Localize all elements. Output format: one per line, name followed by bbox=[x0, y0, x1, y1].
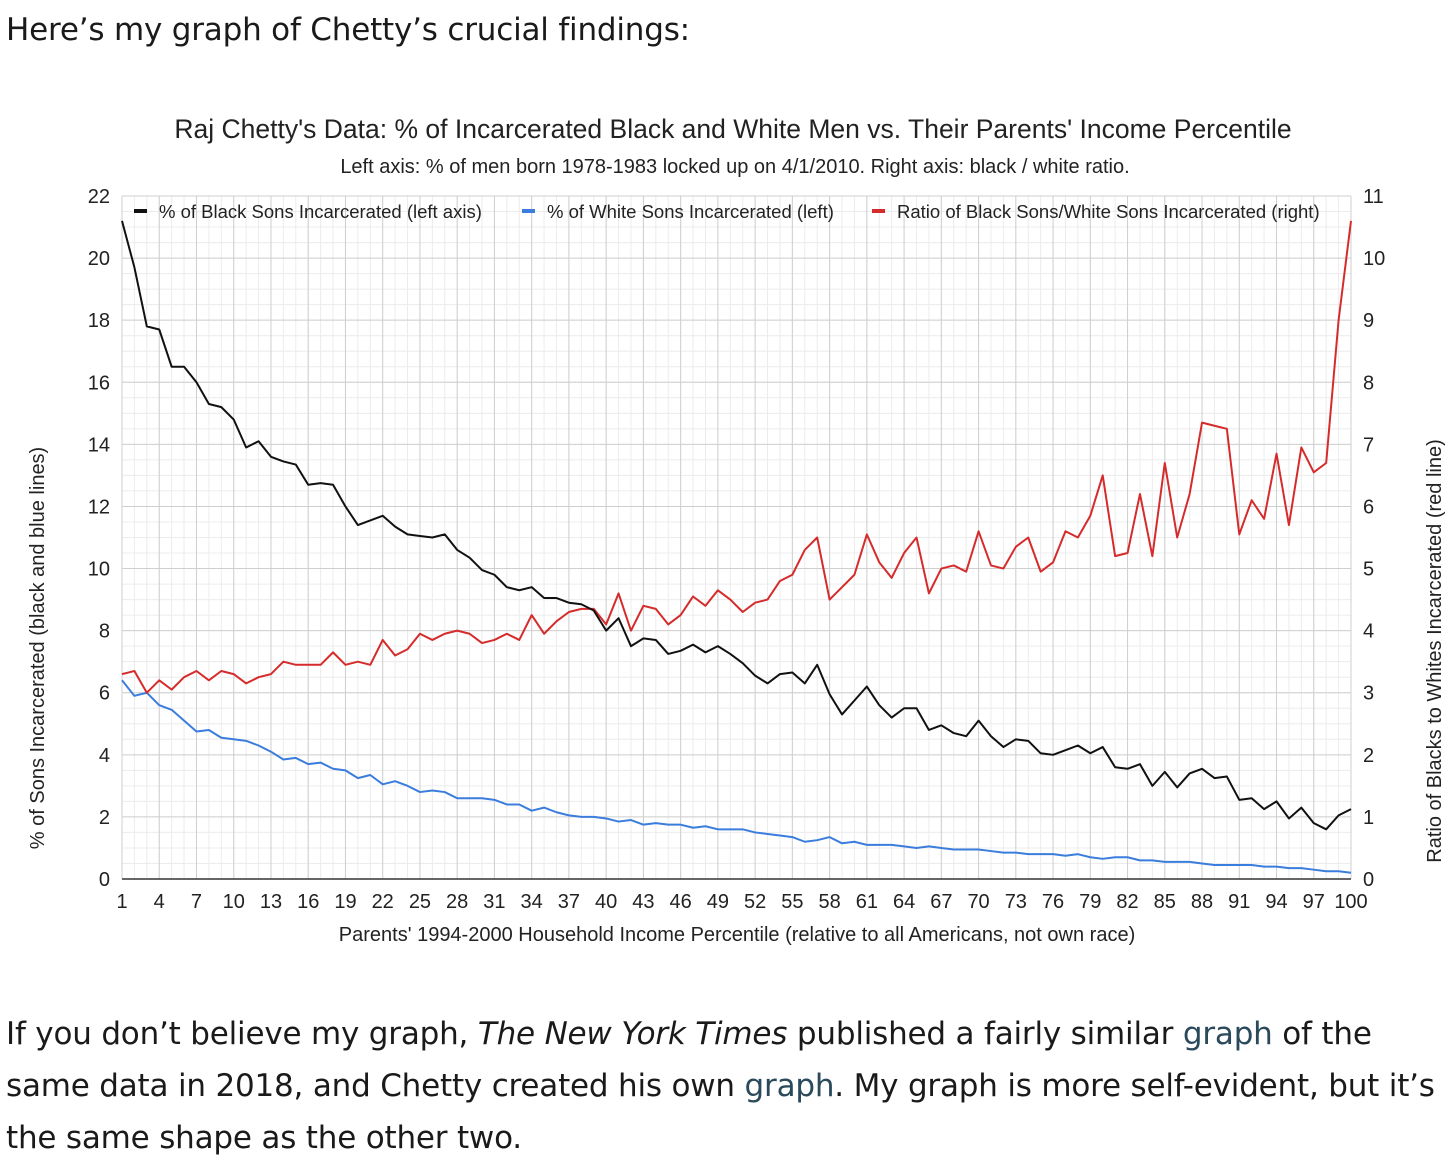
x-tick-label: 28 bbox=[446, 891, 468, 913]
x-tick-label: 10 bbox=[223, 891, 245, 913]
right-tick-label: 2 bbox=[1363, 745, 1374, 767]
left-axis-ticks: 0 2 4 6 8 10 12 14 16 18 20 22 bbox=[88, 186, 110, 891]
x-tick-label: 19 bbox=[334, 891, 356, 913]
right-tick-label: 3 bbox=[1363, 683, 1374, 705]
x-axis-label: Parents' 1994-2000 Household Income Perc… bbox=[339, 924, 1135, 946]
x-tick-label: 31 bbox=[483, 891, 505, 913]
left-tick-label: 6 bbox=[99, 683, 110, 705]
left-tick-label: 8 bbox=[99, 621, 110, 643]
x-tick-label: 85 bbox=[1154, 891, 1176, 913]
outro-text-3: of the same data in 2018, and Chetty cre… bbox=[6, 1016, 1372, 1104]
series-layer bbox=[121, 220, 1352, 874]
x-tick-label: 82 bbox=[1116, 891, 1138, 913]
left-tick-label: 16 bbox=[88, 372, 110, 394]
x-tick-label: 34 bbox=[521, 891, 543, 913]
x-tick-label: 55 bbox=[781, 891, 803, 913]
x-tick-label: 43 bbox=[632, 891, 654, 913]
right-tick-label: 8 bbox=[1363, 372, 1374, 394]
x-tick-label: 7 bbox=[191, 891, 202, 913]
x-tick-label: 61 bbox=[856, 891, 878, 913]
chetty-graph-link[interactable]: graph bbox=[744, 1068, 835, 1104]
outro-text-4: . My graph is more self-evident, but it’… bbox=[6, 1068, 1435, 1156]
x-tick-label: 88 bbox=[1191, 891, 1213, 913]
left-tick-label: 22 bbox=[88, 186, 110, 208]
left-tick-label: 0 bbox=[99, 869, 110, 891]
right-axis-label: Ratio of Blacks to Whites Incarcerated (… bbox=[1424, 439, 1446, 863]
left-tick-label: 4 bbox=[99, 745, 110, 767]
minor-gridlines bbox=[121, 195, 1352, 880]
left-tick-label: 18 bbox=[88, 310, 110, 332]
x-tick-label: 13 bbox=[260, 891, 282, 913]
right-tick-label: 1 bbox=[1363, 807, 1374, 829]
left-tick-label: 12 bbox=[88, 496, 110, 518]
outro-text-2: published a fairly similar bbox=[787, 1016, 1183, 1052]
right-tick-label: 4 bbox=[1363, 621, 1374, 643]
white-sons-line bbox=[121, 679, 1352, 874]
legend: % of Black Sons Incarcerated (left axis)… bbox=[134, 201, 1320, 222]
outro-paragraph: If you don’t believe my graph, The New Y… bbox=[6, 1008, 1446, 1164]
x-tick-label: 46 bbox=[670, 891, 692, 913]
x-tick-label: 22 bbox=[372, 891, 394, 913]
x-tick-label: 100 bbox=[1334, 891, 1367, 913]
x-tick-label: 73 bbox=[1005, 891, 1027, 913]
legend-swatch bbox=[522, 209, 535, 213]
right-tick-label: 5 bbox=[1363, 559, 1374, 581]
x-tick-label: 52 bbox=[744, 891, 766, 913]
x-tick-label: 37 bbox=[558, 891, 580, 913]
left-tick-label: 10 bbox=[88, 559, 110, 581]
x-tick-label: 97 bbox=[1303, 891, 1325, 913]
x-tick-label: 70 bbox=[967, 891, 989, 913]
legend-entry: % of Black Sons Incarcerated (left axis) bbox=[159, 201, 482, 222]
chart-subtitle: Left axis: % of men born 1978-1983 locke… bbox=[340, 156, 1129, 178]
black-sons-line bbox=[121, 220, 1352, 831]
right-tick-label: 11 bbox=[1363, 186, 1384, 208]
right-tick-label: 9 bbox=[1363, 310, 1374, 332]
x-tick-label: 16 bbox=[297, 891, 319, 913]
right-tick-label: 0 bbox=[1363, 869, 1374, 891]
x-tick-label: 40 bbox=[595, 891, 617, 913]
outro-text-1: If you don’t believe my graph, bbox=[6, 1016, 478, 1052]
intro-paragraph: Here’s my graph of Chetty’s crucial find… bbox=[6, 12, 690, 48]
legend-swatch bbox=[872, 209, 885, 213]
left-tick-label: 2 bbox=[99, 807, 110, 829]
left-axis-label: % of Sons Incarcerated (black and blue l… bbox=[27, 447, 49, 849]
x-tick-label: 94 bbox=[1265, 891, 1287, 913]
legend-entry: % of White Sons Incarcerated (left) bbox=[547, 201, 834, 222]
left-tick-label: 14 bbox=[88, 434, 110, 456]
x-tick-label: 91 bbox=[1228, 891, 1250, 913]
left-tick-label: 20 bbox=[88, 248, 110, 270]
x-tick-label: 1 bbox=[116, 891, 127, 913]
x-tick-label: 67 bbox=[930, 891, 952, 913]
x-tick-label: 25 bbox=[409, 891, 431, 913]
right-tick-label: 7 bbox=[1363, 434, 1374, 456]
x-axis-ticks: 1 4 7 10 13 16 19 22 25 28 31 34 37 40 43 46 49 52 55 58 61 6… bbox=[116, 891, 1367, 913]
x-tick-label: 4 bbox=[154, 891, 165, 913]
nyt-graph-link[interactable]: graph bbox=[1182, 1016, 1273, 1052]
right-tick-label: 10 bbox=[1363, 248, 1385, 270]
x-tick-label: 64 bbox=[893, 891, 915, 913]
right-tick-label: 6 bbox=[1363, 496, 1374, 518]
legend-entry: Ratio of Black Sons/White Sons Incarcera… bbox=[897, 201, 1320, 222]
ratio-line bbox=[121, 220, 1352, 694]
nyt-title: The New York Times bbox=[477, 1016, 788, 1052]
x-tick-label: 58 bbox=[818, 891, 840, 913]
x-tick-label: 76 bbox=[1042, 891, 1064, 913]
major-gridlines bbox=[121, 195, 1352, 880]
x-tick-label: 49 bbox=[707, 891, 729, 913]
chart-title: Raj Chetty's Data: % of Incarcerated Bla… bbox=[174, 114, 1291, 144]
x-tick-label: 79 bbox=[1079, 891, 1101, 913]
right-axis-ticks: 0 1 2 3 4 5 6 7 8 9 10 11 bbox=[1363, 186, 1385, 891]
legend-swatch bbox=[134, 209, 147, 213]
